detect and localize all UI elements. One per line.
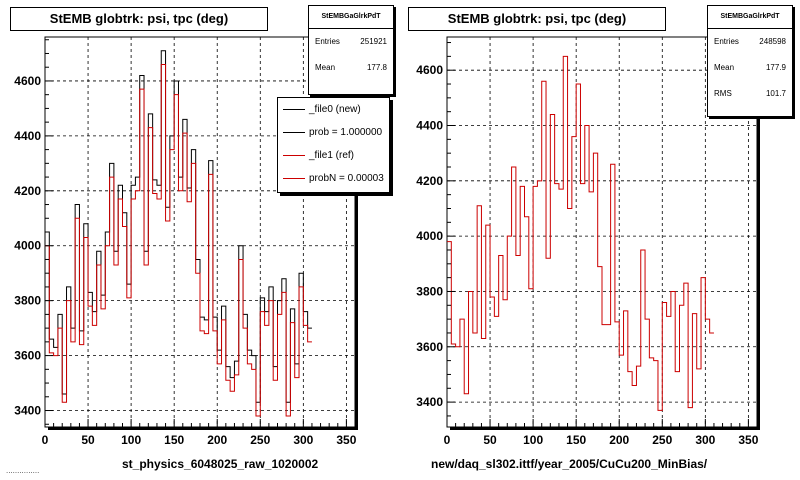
footer-text: ............... bbox=[6, 466, 40, 475]
y-tick-label: 4400 bbox=[14, 129, 41, 143]
y-tick-label: 4200 bbox=[14, 184, 41, 198]
x-tick-label: 0 bbox=[444, 433, 451, 447]
left-legend: _file0 (new) prob = 1.000000 _file1 (ref… bbox=[277, 97, 390, 193]
y-tick-label: 4000 bbox=[14, 239, 41, 253]
stats-row: Mean 177.9 bbox=[708, 55, 792, 81]
y-tick-label: 4200 bbox=[416, 174, 443, 188]
plot-frame bbox=[44, 36, 356, 428]
left-x-axis-title: st_physics_6048025_raw_1020002 bbox=[122, 457, 319, 471]
y-tick-label: 3400 bbox=[14, 404, 41, 418]
legend-entry: prob = 1.000000 bbox=[278, 121, 389, 144]
legend-entry: probN = 0.00003 bbox=[278, 167, 389, 190]
legend-label: probN = 0.00003 bbox=[309, 173, 384, 184]
stats-row: Entries 248598 bbox=[708, 29, 792, 55]
legend-swatch bbox=[283, 132, 305, 133]
stats-name: StEMBGaGlrkPdT bbox=[708, 6, 792, 29]
y-tick-label: 3400 bbox=[416, 395, 443, 409]
stats-value: 177.9 bbox=[765, 63, 786, 72]
y-tick-label: 4400 bbox=[416, 119, 443, 133]
stats-label: Mean bbox=[315, 63, 336, 72]
stats-value: 251921 bbox=[360, 37, 387, 46]
x-tick-label: 350 bbox=[336, 433, 356, 447]
x-tick-label: 100 bbox=[523, 433, 543, 447]
left-plot-title: StEMB globtrk: psi, tpc (deg) bbox=[10, 7, 268, 31]
x-tick-label: 150 bbox=[164, 433, 184, 447]
stats-label: Mean bbox=[714, 63, 735, 72]
y-tick-label: 4000 bbox=[416, 229, 443, 243]
y-tick-label: 4600 bbox=[14, 74, 41, 88]
stats-label: Entries bbox=[714, 37, 739, 46]
stats-name: StEMBGaGlrkPdT bbox=[309, 6, 393, 29]
legend-entry: _file1 (ref) bbox=[278, 144, 389, 167]
right-stats-box: StEMBGaGlrkPdT Entries 248598 Mean 177.9… bbox=[707, 5, 793, 117]
legend-label: _file1 (ref) bbox=[309, 150, 355, 161]
x-tick-label: 250 bbox=[250, 433, 270, 447]
x-tick-label: 250 bbox=[652, 433, 672, 447]
legend-label: prob = 1.000000 bbox=[309, 127, 383, 138]
x-tick-label: 0 bbox=[42, 433, 49, 447]
stats-row: Mean 177.8 bbox=[309, 55, 393, 81]
y-tick-label: 3600 bbox=[14, 349, 41, 363]
legend-entry: _file0 (new) bbox=[278, 98, 389, 121]
x-tick-label: 100 bbox=[121, 433, 141, 447]
x-tick-label: 200 bbox=[609, 433, 629, 447]
x-tick-label: 50 bbox=[81, 433, 95, 447]
stats-label: Entries bbox=[315, 37, 340, 46]
legend-label: _file0 (new) bbox=[309, 104, 361, 115]
stats-value: 101.7 bbox=[765, 89, 786, 98]
stats-row: Entries 251921 bbox=[309, 29, 393, 55]
stats-value: 177.8 bbox=[366, 63, 387, 72]
stats-row: RMS 101.7 bbox=[708, 81, 792, 107]
y-tick-label: 3800 bbox=[14, 294, 41, 308]
x-tick-label: 50 bbox=[483, 433, 497, 447]
right-x-axis-title: new/daq_sl302.ittf/year_2005/CuCu200_Min… bbox=[431, 457, 708, 471]
x-tick-label: 300 bbox=[695, 433, 715, 447]
right-series-0 bbox=[447, 55, 714, 411]
y-tick-label: 3800 bbox=[416, 284, 443, 298]
x-tick-label: 200 bbox=[207, 433, 227, 447]
y-tick-label: 4600 bbox=[416, 63, 443, 77]
stats-label: RMS bbox=[714, 89, 732, 98]
x-tick-label: 300 bbox=[293, 433, 313, 447]
stats-value: 248598 bbox=[759, 37, 786, 46]
y-tick-label: 3600 bbox=[416, 340, 443, 354]
left-series-1 bbox=[45, 63, 312, 417]
x-tick-label: 350 bbox=[738, 433, 758, 447]
right-plot-title: StEMB globtrk: psi, tpc (deg) bbox=[408, 7, 666, 31]
legend-swatch bbox=[283, 155, 305, 156]
legend-swatch bbox=[283, 109, 305, 110]
legend-swatch bbox=[283, 178, 305, 179]
left-stats-box: StEMBGaGlrkPdT Entries 251921 Mean 177.8 bbox=[308, 5, 394, 95]
x-tick-label: 150 bbox=[566, 433, 586, 447]
